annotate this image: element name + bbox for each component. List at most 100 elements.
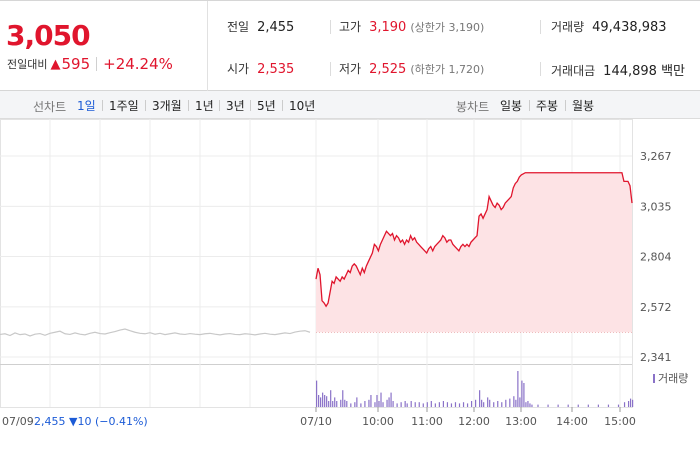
volume-bar: [446, 402, 449, 407]
volume-bar: [627, 401, 630, 407]
tab-daily-candle[interactable]: 일봉: [500, 99, 523, 113]
divider: [219, 100, 220, 111]
volume-bar: [324, 395, 326, 407]
tab-5year[interactable]: 5년: [257, 99, 276, 113]
volume-bar: [487, 397, 489, 407]
low-stat: 저가 2,525 (하한가 1,720): [339, 60, 484, 77]
volume-bar: [501, 402, 503, 407]
divider: [529, 100, 530, 111]
divider: [188, 100, 189, 111]
volume-bar: [531, 404, 533, 407]
tab-3month[interactable]: 3개월: [152, 99, 182, 113]
volume-bar: [326, 396, 328, 407]
volume-bar: [513, 396, 515, 407]
x-tick-label: 07/10: [300, 415, 332, 428]
high-value: 3,190: [369, 20, 407, 35]
volume-bar: [418, 402, 420, 407]
intraday-line: [315, 172, 633, 308]
x-tick-label: 14:00: [556, 415, 588, 428]
y-tick-label: 2,572: [640, 301, 672, 314]
high-stat: 고가 3,190 (상한가 3,190): [339, 18, 484, 35]
volume-bar: [410, 401, 412, 407]
volume-bar: [344, 399, 346, 407]
up-arrow-icon: ▲: [50, 56, 61, 72]
volume-bar: [334, 397, 336, 407]
volume-bar: [378, 401, 380, 407]
volume-legend-label: 거래량: [658, 372, 688, 385]
volume-bar: [523, 383, 525, 407]
tab-3year[interactable]: 3년: [226, 99, 245, 113]
tab-10year[interactable]: 10년: [289, 99, 316, 113]
volume-bar: [336, 401, 338, 407]
prev-day-line: [0, 328, 311, 337]
volume-bar: [354, 402, 356, 407]
volume-bar: [380, 392, 382, 407]
amount-label: 거래대금: [551, 64, 596, 78]
volume-bar: [497, 401, 499, 407]
tab-1week[interactable]: 1주일: [109, 99, 139, 113]
divider: [102, 100, 103, 111]
volume-bar: [370, 395, 372, 407]
volume-bar: [607, 404, 610, 407]
y-tick-label: 3,267: [640, 150, 672, 163]
y-tick-label: 3,035: [640, 200, 672, 213]
prev-close-stat: 전일 2,455: [227, 18, 294, 35]
volume-bar: [316, 380, 318, 407]
volume-bar: [597, 404, 599, 407]
volume-bar: [629, 398, 632, 407]
amount-stat: 거래대금 144,898 백만: [551, 60, 685, 79]
candle-chart-label: 봉차트: [456, 100, 490, 114]
volume-bar: [330, 390, 332, 407]
volume-bar: [462, 402, 465, 407]
tab-weekly-candle[interactable]: 주봉: [536, 99, 559, 113]
volume-value: 49,438,983: [592, 20, 667, 35]
volume-bar: [406, 403, 408, 407]
volume-bar: [388, 397, 390, 407]
volume-bar: [426, 402, 428, 407]
divider: [330, 20, 331, 34]
tab-1day[interactable]: 1일: [77, 99, 96, 113]
volume-bar: [434, 403, 436, 407]
volume-bar: [368, 399, 370, 407]
volume-bar: [374, 402, 376, 407]
volume-bar: [466, 403, 469, 407]
volume-bar: [386, 399, 388, 407]
volume-bar: [450, 403, 453, 407]
volume-bar: [521, 380, 523, 407]
volume-bar: [364, 401, 366, 407]
tab-monthly-candle[interactable]: 월봉: [572, 99, 595, 113]
prev-close-value: 2,455: [257, 20, 295, 35]
volume-bar: [442, 401, 445, 407]
volume-bar: [515, 399, 517, 407]
x-tick-label: 12:00: [458, 415, 490, 428]
x-tick-label: 10:00: [362, 415, 394, 428]
prev-close-label: 전일: [227, 20, 250, 34]
volume-bar: [587, 404, 589, 407]
volume-bar: [519, 397, 521, 407]
volume-bar: [414, 402, 416, 407]
chart-period-tabs: 선차트 1일 1주일 3개월 1년 3년 5년 10년 봉차트 일봉 주봉 월봉: [0, 91, 700, 119]
volume-stat: 거래량 49,438,983: [551, 18, 667, 35]
volume-bar: [430, 401, 432, 407]
volume-bar: [390, 392, 392, 407]
open-value: 2,535: [257, 62, 295, 77]
volume-bar: [527, 401, 529, 407]
volume-bar: [342, 390, 344, 407]
divider: [145, 100, 146, 111]
divider: [565, 100, 566, 111]
volume-bar: [577, 404, 579, 407]
volume-bar: [525, 402, 527, 407]
stock-summary: 3,050 전일대비 ▲ 595 +24.24% 전일 2,455 고가 3,1…: [0, 0, 700, 91]
volume-bar: [360, 403, 362, 407]
low-value: 2,525: [369, 62, 407, 77]
volume-bar: [547, 404, 549, 407]
tab-1year[interactable]: 1년: [195, 99, 214, 113]
volume-bar: [328, 401, 330, 407]
current-price: 3,050: [6, 19, 91, 52]
volume-bar: [483, 402, 485, 407]
volume-bar: [396, 403, 398, 407]
price-change: 전일대비 ▲ 595 +24.24%: [7, 55, 173, 73]
y-tick-label: 2,804: [640, 251, 672, 264]
prev-day-date: 07/09: [2, 415, 34, 428]
volume-bar: [438, 402, 440, 407]
